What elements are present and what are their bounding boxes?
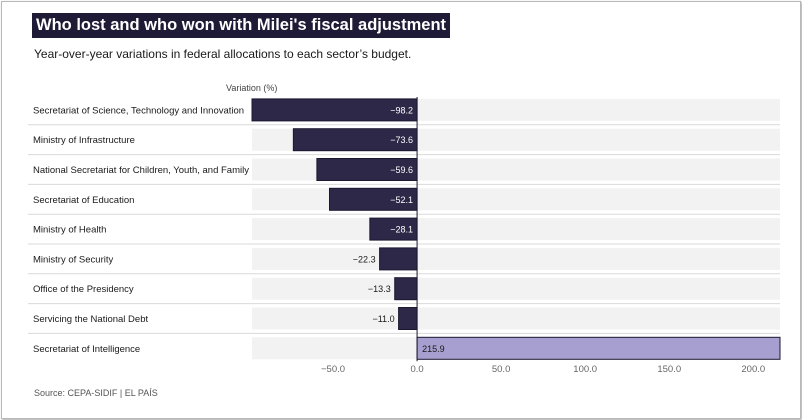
bar — [394, 277, 418, 301]
bar — [416, 336, 781, 360]
category-label: Ministry of Health — [33, 225, 106, 236]
bar — [379, 247, 418, 271]
bar — [398, 307, 418, 330]
value-label: −98.2 — [390, 105, 413, 115]
value-label: 215.9 — [422, 344, 445, 354]
category-label: Secretariat of Intelligence — [33, 344, 140, 355]
category-label: National Secretariat for Children, Youth… — [33, 165, 249, 176]
category-label: Ministry of Infrastructure — [33, 135, 135, 146]
category-label: Secretariat of Education — [33, 195, 134, 206]
value-label: −28.1 — [390, 225, 413, 235]
value-label: −11.0 — [372, 314, 394, 324]
row-band — [252, 277, 780, 300]
value-label: −13.3 — [368, 284, 391, 294]
axis-title: Variation (%) — [226, 83, 277, 93]
x-tick-label: 100.0 — [573, 364, 597, 375]
x-tick-label: 0.0 — [410, 364, 423, 375]
x-tick-label: 200.0 — [741, 364, 765, 375]
category-label: Office of the Presidency — [33, 284, 134, 295]
row-band — [252, 218, 780, 241]
category-label: Ministry of Security — [33, 254, 113, 265]
category-label: Secretariat of Science, Technology and I… — [33, 105, 244, 116]
value-label: −73.6 — [390, 135, 413, 145]
row-band — [252, 247, 780, 270]
value-label: −52.1 — [390, 195, 413, 205]
chart-subtitle: Year-over-year variations in federal all… — [34, 47, 412, 61]
source-note: Source: CEPA-SIDIF | EL PAÍS — [34, 388, 158, 398]
row-band — [252, 307, 780, 330]
value-label: −22.3 — [353, 254, 376, 264]
chart-title: Who lost and who won with Milei's fiscal… — [32, 13, 451, 38]
category-label: Servicing the National Debt — [33, 314, 148, 325]
x-tick-label: −50.0 — [321, 364, 345, 375]
x-tick-label: 50.0 — [492, 364, 511, 375]
value-label: −59.6 — [390, 165, 413, 175]
x-tick-label: 150.0 — [657, 364, 681, 375]
